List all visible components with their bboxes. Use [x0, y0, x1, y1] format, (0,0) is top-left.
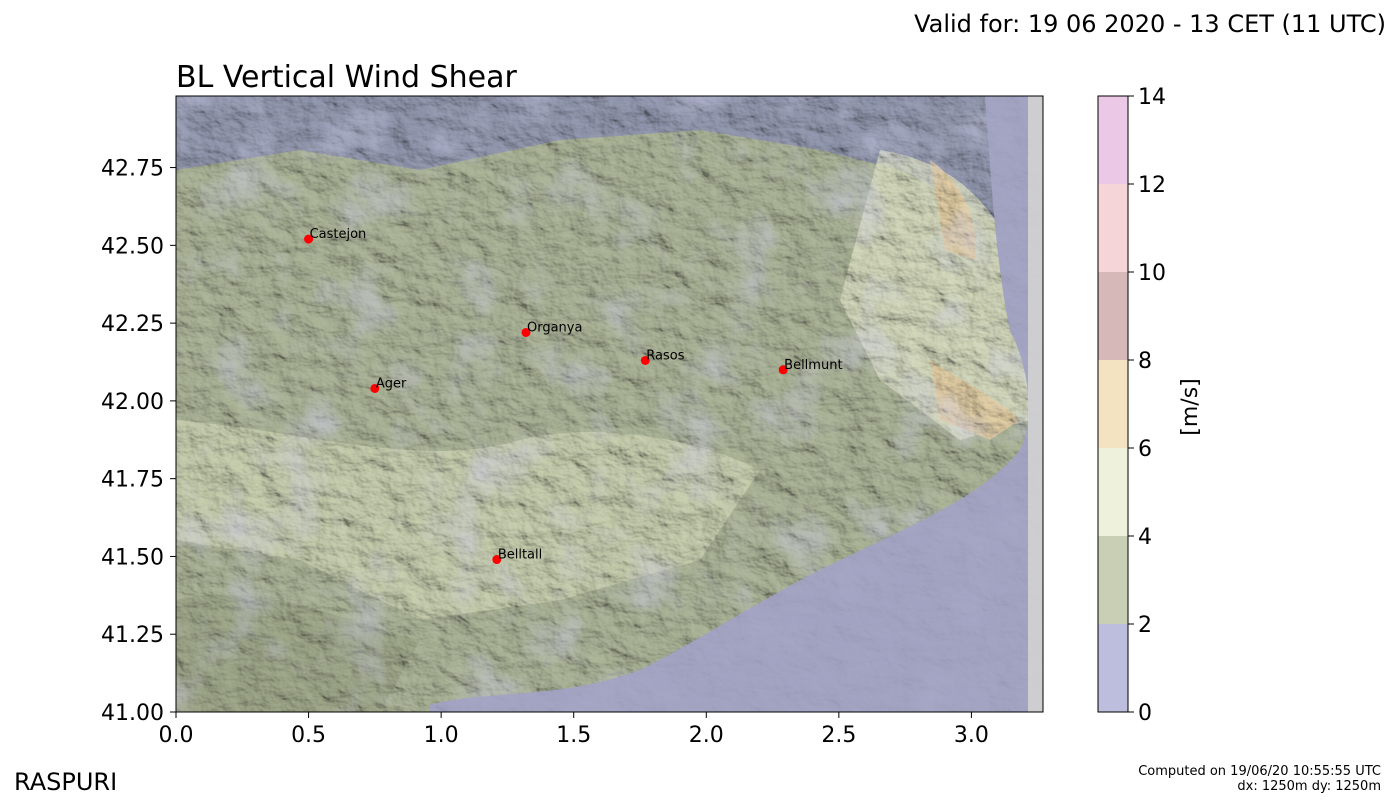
computed-info: Computed on 19/06/20 10:55:55 UTC dx: 12…	[1138, 764, 1381, 794]
place-markers: Castejon Organya Rasos Bellmunt Ager Belltall	[304, 227, 843, 565]
colorbar-tick-label: 14	[1138, 85, 1166, 110]
computed-time: Computed on 19/06/20 10:55:55 UTC	[1138, 764, 1381, 779]
place-label: Rasos	[646, 348, 684, 363]
x-tick-label: 3.0	[954, 723, 989, 748]
colorbar-frame	[1097, 95, 1129, 713]
place-label: Castejon	[310, 227, 367, 242]
colorbar-tick-label: 4	[1138, 525, 1152, 550]
place-marker	[521, 327, 531, 337]
colorbar-segment	[1098, 184, 1128, 272]
y-tick-label: 42.25	[101, 312, 164, 337]
colorbar-tick-label: 8	[1138, 349, 1152, 374]
y-tick-label: 41.00	[101, 701, 164, 726]
colorbar-segment	[1098, 448, 1128, 536]
colorbar-tick-label: 2	[1138, 613, 1152, 638]
place-label: Bellmunt	[784, 358, 842, 373]
valid-time-label: Valid for: 19 06 2020 - 13 CET (11 UTC)	[914, 10, 1386, 38]
y-tick-label: 42.00	[101, 390, 164, 415]
place-label: Belltall	[498, 548, 542, 563]
colorbar-unit-label: [m/s]	[1178, 378, 1203, 435]
colorbar-tick-label: 6	[1138, 437, 1152, 462]
x-tick-label: 2.5	[821, 723, 856, 748]
x-axis: 0.0 0.5 1.0 1.5 2.0 2.5 3.0	[159, 712, 989, 748]
y-tick-label: 41.50	[101, 545, 164, 570]
place-marker	[492, 555, 502, 565]
place-marker	[370, 383, 380, 393]
plot-frame	[175, 95, 1044, 713]
colorbar-segment	[1098, 624, 1128, 712]
colorbar-tick-label: 10	[1138, 261, 1166, 286]
colorbar-segment	[1098, 272, 1128, 360]
colorbar-tick-label: 12	[1138, 173, 1166, 198]
y-tick-label: 41.75	[101, 468, 164, 493]
x-tick-label: 2.0	[689, 723, 724, 748]
y-axis: 41.00 41.25 41.50 41.75 42.00 42.25 42.50 42.75	[101, 157, 176, 726]
place-label: Ager	[376, 376, 407, 391]
x-tick-label: 0.5	[291, 723, 326, 748]
x-tick-label: 0.0	[159, 723, 194, 748]
colorbar-segment	[1098, 536, 1128, 624]
grid-resolution: dx: 1250m dy: 1250m	[1237, 779, 1381, 794]
place-label: Organya	[527, 320, 582, 335]
colorbar: 0 2 4 6 8 10 12 14	[1097, 85, 1166, 726]
y-tick-label: 42.50	[101, 234, 164, 259]
map-title: BL Vertical Wind Shear	[176, 60, 517, 95]
brand-label: RASPURI	[14, 768, 118, 796]
y-tick-label: 42.75	[101, 157, 164, 182]
x-tick-label: 1.5	[556, 723, 591, 748]
place-marker	[640, 355, 650, 365]
place-marker	[778, 365, 788, 375]
colorbar-tick-label: 0	[1138, 701, 1152, 726]
place-marker	[304, 234, 314, 244]
terrain-layer	[176, 96, 1043, 712]
colorbar-segment	[1098, 360, 1128, 448]
y-tick-label: 41.25	[101, 623, 164, 648]
x-tick-label: 1.0	[424, 723, 459, 748]
colorbar-segment	[1098, 96, 1128, 184]
